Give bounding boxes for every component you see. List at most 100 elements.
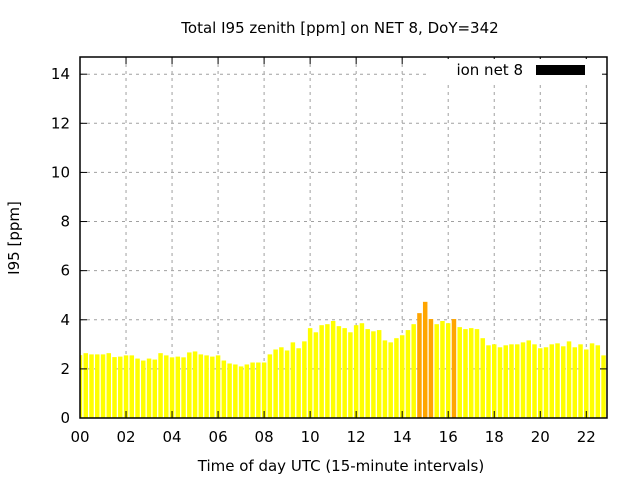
bar [515, 344, 520, 418]
bar [480, 338, 485, 418]
bar [555, 343, 560, 418]
bar [89, 354, 94, 418]
bar [256, 362, 261, 418]
bar [342, 328, 347, 418]
bar [330, 320, 336, 418]
bar [244, 364, 250, 418]
x-tick-label: 12 [347, 428, 366, 446]
bar [497, 347, 503, 418]
bar [290, 342, 296, 418]
bar [152, 359, 158, 418]
bar [440, 320, 445, 418]
bar [532, 344, 537, 418]
bar [434, 324, 439, 418]
x-tick-label: 16 [439, 428, 458, 446]
bar [273, 349, 278, 418]
bar [146, 358, 152, 418]
y-tick-label: 6 [60, 262, 70, 280]
bar [394, 338, 399, 418]
bar [261, 362, 267, 418]
bar [474, 329, 480, 418]
y-tick-label: 0 [60, 409, 70, 427]
bar [233, 364, 238, 418]
bar [463, 329, 468, 418]
bar [267, 354, 273, 418]
bar [210, 356, 215, 418]
bar [175, 356, 181, 418]
bar [503, 345, 508, 418]
y-tick-label: 14 [51, 65, 70, 83]
bar [129, 355, 135, 418]
bar [83, 353, 88, 418]
bar [566, 341, 572, 418]
bar [371, 331, 376, 418]
y-tick-label: 10 [51, 163, 70, 181]
bar [365, 329, 370, 418]
legend: ion net 8 [428, 59, 602, 81]
bar [164, 355, 169, 418]
bar [526, 340, 531, 418]
bar [491, 344, 497, 418]
bar [296, 348, 301, 418]
bar [187, 352, 192, 418]
bar [348, 332, 353, 418]
bar [141, 360, 146, 418]
bar [601, 355, 606, 418]
bar [561, 346, 566, 418]
bar [388, 342, 393, 418]
bar [353, 325, 359, 418]
bar [325, 324, 330, 418]
bar [417, 313, 422, 418]
bar [589, 343, 595, 418]
bar [238, 366, 244, 418]
bar [319, 325, 324, 418]
legend-swatch [536, 65, 585, 75]
x-tick-label: 10 [301, 428, 320, 446]
bar [422, 301, 428, 418]
x-tick-label: 04 [163, 428, 182, 446]
bar [221, 360, 227, 418]
bar [135, 358, 140, 418]
bar [198, 354, 204, 418]
bar [411, 324, 416, 418]
plot-frame [79, 56, 608, 419]
x-tick-label: 22 [577, 428, 596, 446]
bar [100, 354, 106, 418]
bar [118, 356, 123, 418]
bar [169, 357, 175, 418]
bar [549, 344, 555, 418]
bar [538, 348, 543, 418]
bar [106, 353, 112, 418]
bar [584, 349, 589, 418]
bar [302, 341, 307, 418]
bar [192, 351, 198, 418]
y-tick-label: 2 [60, 360, 70, 378]
bar [95, 354, 100, 418]
bar [80, 355, 83, 418]
y-tick-label: 12 [51, 114, 70, 132]
bar [595, 345, 601, 418]
bar [457, 327, 462, 418]
bar [112, 357, 117, 418]
bar [445, 323, 451, 418]
bar [572, 347, 578, 418]
x-tick-label: 14 [393, 428, 412, 446]
chart-title: Total I95 zenith [ppm] on NET 8, DoY=342 [180, 19, 498, 37]
bar [123, 355, 129, 418]
bar [307, 328, 313, 418]
bar [405, 330, 411, 418]
bar [543, 347, 549, 418]
bar [382, 340, 388, 418]
legend-label: ion net 8 [456, 61, 523, 79]
bar [399, 335, 405, 418]
x-tick-label: 02 [116, 428, 135, 446]
y-tick-label: 4 [60, 311, 70, 329]
bar [359, 323, 365, 418]
bar [279, 347, 284, 418]
bar [451, 319, 457, 418]
legend-background [428, 59, 602, 81]
y-tick-label: 8 [60, 213, 70, 231]
x-tick-label: 20 [531, 428, 550, 446]
